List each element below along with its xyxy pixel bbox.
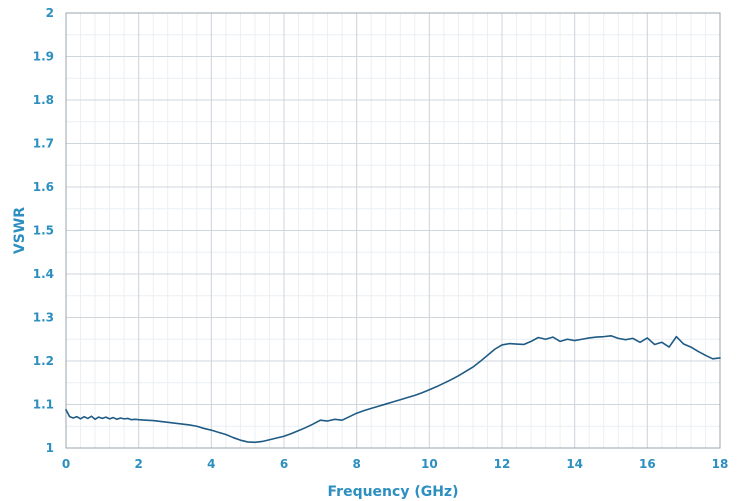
y-tick-label: 1.1 — [33, 398, 54, 412]
series-line — [65, 334, 721, 444]
plot-frame — [65, 12, 721, 449]
y-tick-label: 1.9 — [33, 50, 54, 64]
x-tick-label: 16 — [639, 457, 656, 471]
y-tick-label: 2 — [46, 6, 54, 20]
x-tick-label: 6 — [280, 457, 288, 471]
x-tick-label: 14 — [566, 457, 583, 471]
x-axis-tick-labels: 0 2 4 6 8 10 12 14 16 18 — [62, 457, 729, 471]
x-tick-label: 8 — [352, 457, 360, 471]
y-tick-label: 1.7 — [33, 137, 54, 151]
x-tick-label: 10 — [421, 457, 438, 471]
y-axis-title: VSWR — [12, 207, 28, 254]
x-tick-label: 2 — [134, 457, 142, 471]
x-tick-label: 18 — [712, 457, 729, 471]
x-axis-title: Frequency (GHz) — [328, 484, 459, 500]
x-tick-label: 12 — [494, 457, 511, 471]
y-tick-label: 1.8 — [33, 93, 54, 107]
y-axis-tick-labels: 1 1.1 1.2 1.3 1.4 1.5 1.6 1.7 1.8 1.9 2 — [33, 6, 54, 455]
y-tick-label: 1.6 — [33, 180, 54, 194]
y-tick-label: 1 — [46, 441, 54, 455]
y-tick-label: 1.2 — [33, 354, 54, 368]
x-tick-label: 0 — [62, 457, 70, 471]
y-tick-label: 1.3 — [33, 311, 54, 325]
x-tick-label: 4 — [207, 457, 215, 471]
y-tick-label: 1.5 — [33, 224, 54, 238]
y-tick-label: 1.4 — [33, 267, 54, 281]
